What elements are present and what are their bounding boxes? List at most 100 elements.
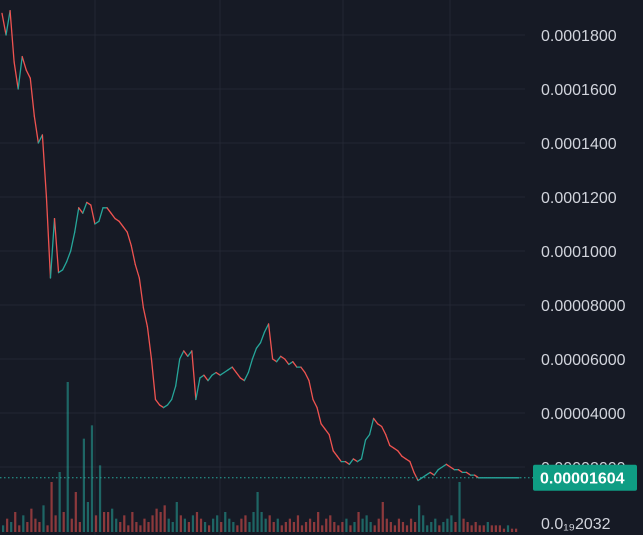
volume-bar bbox=[426, 525, 429, 532]
price-segment bbox=[211, 371, 217, 376]
price-segment bbox=[13, 61, 19, 90]
y-tick-label: 0.00008000 bbox=[541, 298, 626, 315]
price-segment bbox=[110, 212, 116, 220]
price-segment bbox=[243, 371, 250, 382]
price-axis[interactable]: 0.0001800 0.0001600 0.0001400 0.0001200 0.00… bbox=[541, 28, 626, 477]
price-segment bbox=[183, 350, 189, 357]
volume-bar bbox=[90, 425, 94, 532]
volume-bar bbox=[385, 518, 388, 532]
volume-bar bbox=[191, 515, 195, 532]
price-segment bbox=[235, 371, 241, 379]
volume-bar bbox=[70, 518, 73, 532]
volume-bar bbox=[462, 518, 465, 532]
price-segment bbox=[175, 358, 181, 387]
volume-bar bbox=[199, 518, 203, 532]
grid bbox=[0, 0, 525, 535]
volume-bar bbox=[276, 518, 279, 532]
volume-bar bbox=[94, 515, 98, 532]
volume-bar bbox=[46, 525, 49, 532]
volume-bar bbox=[10, 522, 13, 532]
price-segment bbox=[328, 433, 334, 452]
volume-bar bbox=[131, 512, 134, 532]
volume-bar bbox=[498, 525, 502, 532]
volume-bar bbox=[450, 515, 453, 532]
volume-bar bbox=[212, 518, 215, 532]
price-segment bbox=[465, 471, 472, 476]
volume-bar bbox=[409, 518, 413, 532]
volume-bar bbox=[240, 518, 243, 532]
volume-bar bbox=[6, 518, 9, 532]
volume-bar bbox=[179, 515, 182, 532]
price-segment bbox=[33, 115, 40, 144]
price-segment bbox=[29, 77, 35, 117]
volume-bar bbox=[58, 472, 61, 532]
volume-bar bbox=[422, 515, 425, 532]
price-segment bbox=[203, 374, 209, 382]
price-segment bbox=[389, 444, 395, 449]
price-segment bbox=[267, 323, 274, 360]
price-segment bbox=[364, 433, 371, 441]
price-segment bbox=[122, 226, 128, 233]
current-price-label: 0.00001604 bbox=[540, 471, 625, 488]
price-segment bbox=[126, 231, 132, 247]
price-segment bbox=[187, 350, 193, 357]
price-segment bbox=[239, 377, 245, 382]
price-segment bbox=[360, 439, 367, 460]
price-segment bbox=[372, 417, 379, 425]
volume-bar bbox=[74, 492, 77, 532]
volume-bar bbox=[288, 518, 291, 532]
price-segment bbox=[425, 471, 431, 476]
price-segment bbox=[166, 398, 173, 406]
price-segment bbox=[150, 358, 157, 401]
price-segment bbox=[376, 423, 383, 428]
price-segment bbox=[356, 458, 363, 463]
volume-bar bbox=[413, 522, 417, 532]
volume-bar bbox=[143, 518, 146, 532]
price-segment bbox=[227, 366, 233, 371]
volume-bar bbox=[115, 518, 118, 532]
y-tick-label: 0.0001800 bbox=[541, 28, 617, 45]
y-tick-label: 0.0001200 bbox=[541, 190, 617, 207]
volume-bar bbox=[353, 522, 356, 532]
volume-bar bbox=[418, 505, 421, 532]
price-segment bbox=[393, 447, 399, 452]
price-segment bbox=[437, 466, 443, 471]
price-segment bbox=[271, 358, 278, 363]
y-tick-label: 0.0001000 bbox=[541, 244, 617, 261]
volume-bar bbox=[14, 512, 17, 532]
volume-bar bbox=[272, 522, 275, 532]
volume-bar bbox=[163, 505, 166, 532]
volume-bar bbox=[296, 515, 300, 532]
volume-bar bbox=[373, 525, 376, 532]
volume-bar bbox=[107, 512, 110, 532]
price-segment bbox=[300, 366, 306, 374]
volume-bar bbox=[268, 515, 271, 532]
volume-bar bbox=[478, 525, 481, 532]
volume-bar bbox=[151, 515, 154, 532]
volume-bar bbox=[377, 518, 380, 532]
volume-bar bbox=[155, 508, 158, 532]
price-segment bbox=[368, 417, 375, 436]
volume-bar bbox=[78, 522, 81, 532]
volume-bar bbox=[203, 522, 207, 532]
price-segment bbox=[207, 374, 213, 382]
volume-bar bbox=[86, 502, 90, 532]
price-segment bbox=[231, 366, 237, 374]
volume-bar bbox=[147, 522, 150, 532]
price-segment bbox=[223, 369, 229, 374]
price-segment bbox=[82, 201, 88, 214]
volume-bars bbox=[2, 382, 518, 532]
price-segment bbox=[65, 250, 72, 263]
price-segment bbox=[94, 220, 100, 225]
price-segment bbox=[1, 12, 7, 36]
volume-bar bbox=[22, 515, 25, 532]
volume-bar bbox=[175, 502, 178, 532]
volume-bar bbox=[2, 525, 5, 532]
price-segment bbox=[70, 231, 76, 252]
volume-bar bbox=[248, 522, 251, 532]
volume-bar bbox=[38, 522, 41, 532]
price-segment bbox=[138, 277, 145, 309]
price-segment bbox=[308, 379, 314, 401]
